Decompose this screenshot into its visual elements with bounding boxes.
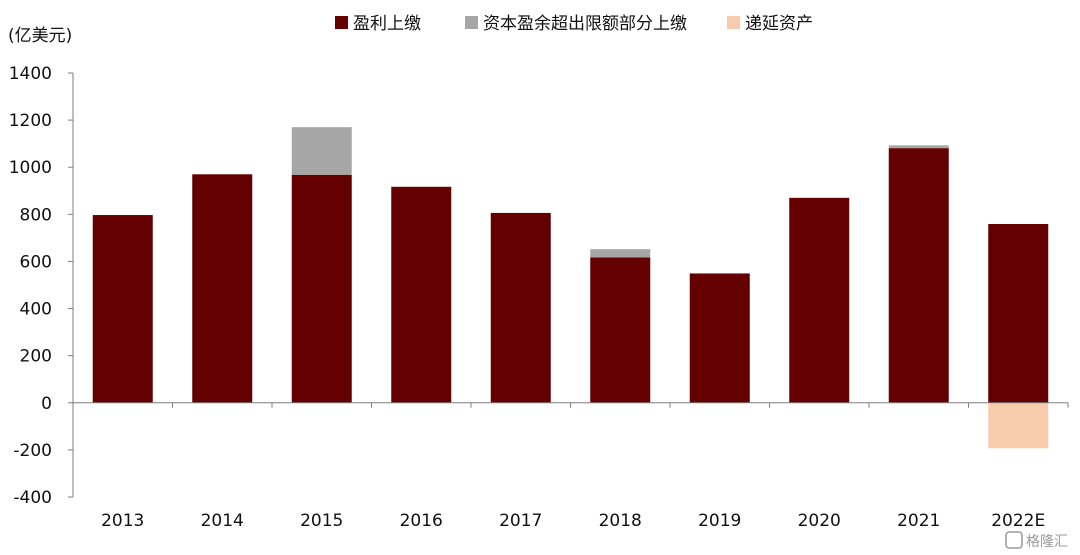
legend-label: 盈利上缴: [353, 14, 421, 34]
legend-swatch: [465, 16, 478, 29]
legend-label: 资本盈余超出限额部分上缴: [483, 14, 687, 34]
y-tick-label: 0: [41, 394, 52, 414]
watermark-text: 格隆汇: [1026, 534, 1068, 550]
x-tick-label: 2022E: [991, 511, 1045, 531]
legend-swatch: [335, 16, 348, 29]
bar-2017-series-0: [490, 212, 551, 403]
bar-2018-series-0: [590, 257, 651, 403]
legend-swatch: [727, 16, 740, 29]
legend-item: 盈利上缴: [335, 14, 421, 34]
bar-2015-series-1: [291, 127, 352, 175]
y-tick-label: -200: [13, 441, 52, 461]
x-axis: 2013 2014 2015 2016 2017 2018 2019 2020 2021 2022…: [72, 402, 1069, 531]
bars: [92, 127, 1049, 449]
y-axis-unit-label: (亿美元): [8, 26, 72, 46]
bar-2021-series-1: [888, 145, 949, 149]
bar-2014-series-0: [192, 174, 253, 403]
x-tick-label: 2015: [300, 511, 343, 531]
y-tick-label: 1200: [9, 111, 52, 131]
x-tick-label: 2020: [798, 511, 841, 531]
watermark-logo-icon: [1005, 531, 1023, 549]
legend: 盈利上缴 资本盈余超出限额部分上缴 递延资产: [335, 14, 813, 34]
y-tick-label: 600: [20, 252, 52, 272]
bar-2021-series-0: [888, 148, 949, 403]
x-tick-label: 2019: [698, 511, 741, 531]
y-tick-label: -400: [13, 488, 52, 508]
y-tick-label: 400: [20, 300, 52, 320]
x-tick-label: 2021: [897, 511, 940, 531]
bar-2022E-series-2: [988, 402, 1049, 449]
bar-2020-series-0: [789, 197, 850, 403]
bar-2016-series-0: [391, 186, 452, 403]
y-tick-label: 1400: [9, 64, 52, 84]
legend-label: 递延资产: [745, 14, 813, 34]
y-tick-label: 800: [20, 205, 52, 225]
y-axis: -400 -200 0 200 400 600 800 1000 1200 1400: [9, 64, 74, 508]
bar-2013-series-0: [92, 215, 153, 403]
bar-2022E-series-0: [988, 223, 1049, 403]
x-tick-label: 2017: [499, 511, 542, 531]
watermark: 格隆汇: [1005, 531, 1068, 550]
x-tick-label: 2018: [599, 511, 642, 531]
legend-item: 资本盈余超出限额部分上缴: [465, 14, 687, 34]
y-tick-label: 1000: [9, 158, 52, 178]
x-tick-label: 2016: [400, 511, 443, 531]
x-tick-label: 2014: [201, 511, 244, 531]
bar-2019-series-0: [689, 273, 750, 403]
bar-2015-series-0: [291, 174, 352, 403]
legend-item: 递延资产: [727, 14, 813, 34]
y-tick-label: 200: [20, 347, 52, 367]
x-tick-label: 2013: [101, 511, 144, 531]
bar-2018-series-1: [590, 249, 651, 258]
